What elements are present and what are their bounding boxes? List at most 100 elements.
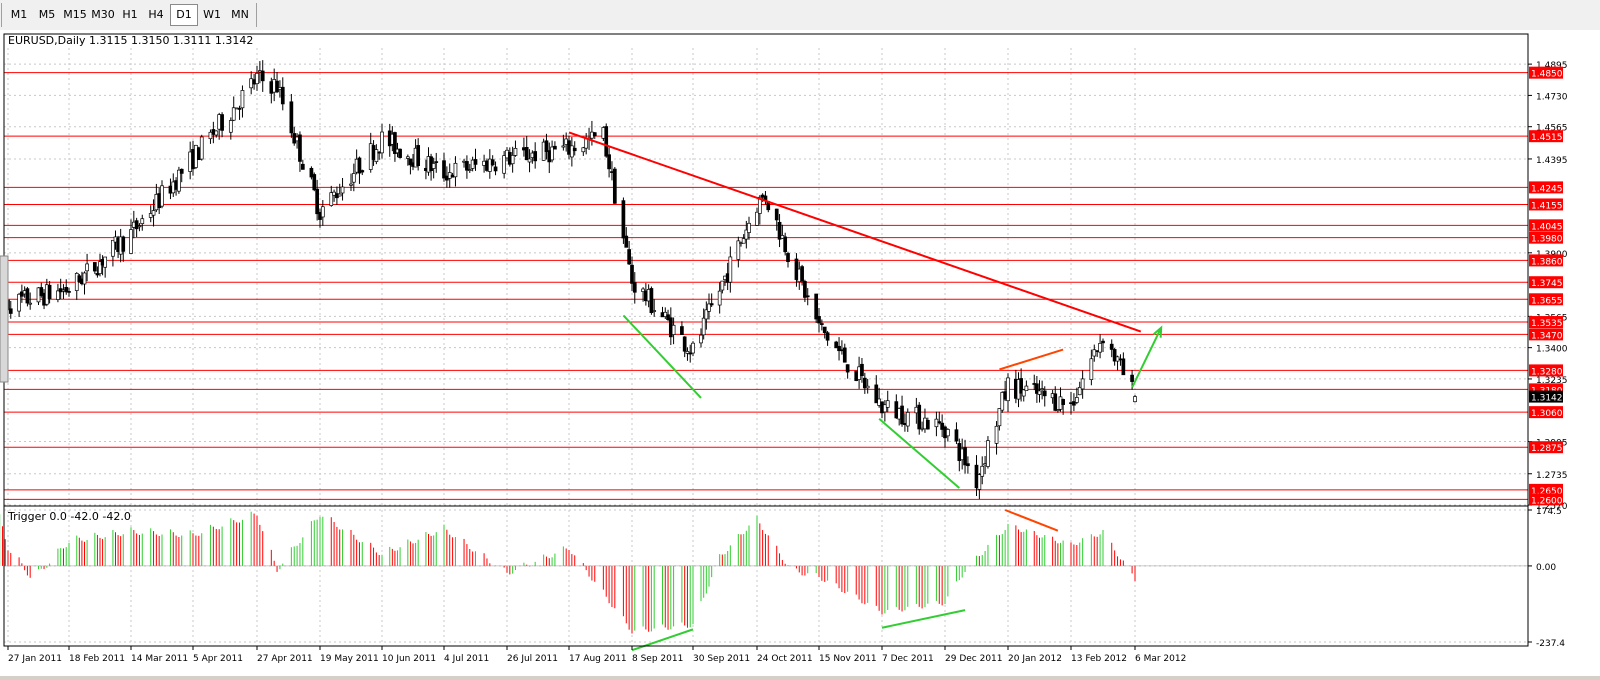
candle-body — [351, 173, 356, 183]
candle-body — [1000, 392, 1005, 411]
price-tick-label: 1.4395 — [1536, 156, 1568, 166]
candle-body — [621, 200, 626, 239]
indicator-tick-label: 174.5 — [1536, 507, 1562, 517]
candle-body — [312, 174, 317, 191]
candle-body — [783, 236, 788, 253]
candle-body — [103, 256, 108, 268]
date-tick-label: 8 Sep 2011 — [632, 654, 683, 664]
candle-body — [883, 404, 887, 413]
candle-body — [357, 157, 362, 174]
chart-shift-handle[interactable] — [0, 255, 9, 383]
timeframe-button-h1[interactable]: H1 — [122, 8, 138, 21]
candle-body — [728, 256, 733, 283]
forecast-arrow[interactable] — [1131, 327, 1163, 388]
indicator-support-line[interactable] — [631, 628, 694, 652]
candle-body — [17, 293, 21, 312]
candle-body — [92, 262, 97, 272]
candle-body — [803, 281, 807, 298]
indicator-support-line[interactable] — [881, 609, 966, 629]
indicator-header: Trigger 0.0 -42.0 -42.0 — [7, 510, 131, 523]
date-tick-label: 10 Jun 2011 — [382, 654, 436, 664]
level-price-label: 1.2600 — [1531, 496, 1563, 506]
candle-body — [691, 342, 695, 354]
price-tick-label: 1.2570 — [1536, 502, 1568, 512]
timeframe-button-h4[interactable]: H4 — [148, 8, 164, 21]
timeframe-button-m15[interactable]: M15 — [63, 8, 87, 21]
candle-body — [510, 155, 515, 165]
trend-line[interactable] — [568, 131, 1142, 333]
candle-body — [298, 134, 302, 162]
candle-body — [885, 400, 890, 408]
indicator-resistance-line[interactable] — [1004, 509, 1059, 532]
timeframe-button-d1[interactable]: D1 — [170, 4, 198, 26]
timeframe-button-m30[interactable]: M30 — [91, 8, 115, 21]
date-tick-label: 20 Jan 2012 — [1008, 654, 1062, 664]
candle-body — [786, 253, 790, 263]
level-price-label: 1.4850 — [1531, 70, 1563, 80]
price-tick-label: 1.2735 — [1536, 471, 1568, 481]
candle-body — [825, 332, 830, 341]
level-price-label: 1.4155 — [1531, 201, 1563, 211]
timeframe-button-mn[interactable]: MN — [231, 8, 249, 21]
level-price-tag — [1529, 293, 1563, 306]
candle-body — [208, 131, 213, 140]
candle-body — [260, 70, 265, 82]
candle-body — [177, 169, 181, 192]
candle-body — [137, 225, 142, 228]
candle-body — [1098, 343, 1102, 353]
date-tick-label: 6 Mar 2012 — [1135, 654, 1186, 664]
candle-body — [822, 326, 827, 334]
candle-body — [986, 440, 990, 467]
candle-body — [524, 147, 529, 161]
candle-body — [380, 131, 384, 154]
candle-body — [220, 114, 224, 131]
candle-body — [64, 287, 69, 293]
date-tick-label: 27 Jan 2011 — [8, 654, 62, 664]
support-line[interactable] — [878, 418, 960, 489]
chart-background — [0, 30, 1600, 676]
candle-body — [1133, 396, 1137, 403]
candle-body — [834, 341, 839, 349]
date-tick-label: 29 Dec 2011 — [945, 654, 1003, 664]
timeframe-button-m1[interactable]: M1 — [10, 8, 28, 21]
date-tick-label: 7 Dec 2011 — [882, 654, 934, 664]
candle-body — [701, 317, 706, 336]
candle-body — [1035, 383, 1039, 394]
level-price-tag — [1529, 441, 1563, 454]
candle-body — [67, 291, 71, 293]
resistance-line[interactable] — [999, 348, 1064, 371]
level-price-label: 1.3060 — [1531, 409, 1563, 419]
candle-body — [98, 261, 102, 274]
candle-body — [196, 147, 201, 161]
level-price-label: 1.3535 — [1531, 319, 1563, 329]
candle-body — [300, 163, 305, 170]
timeframe-button-w1[interactable]: W1 — [203, 8, 221, 21]
timeframe-button-m5[interactable]: M5 — [38, 8, 56, 21]
candle-body — [129, 229, 133, 254]
candle-body — [652, 310, 657, 312]
candle-body — [111, 239, 115, 257]
chart-window[interactable]: 1.48951.47301.45651.43951.39001.35651.34… — [0, 30, 1600, 676]
candle-body — [1115, 356, 1120, 362]
candle-body — [997, 408, 1002, 427]
candle-body — [360, 170, 365, 173]
candle-body — [194, 144, 198, 168]
candle-body — [584, 138, 589, 149]
candle-body — [1089, 358, 1094, 380]
chart-canvas[interactable]: 1.48951.47301.45651.43951.39001.35651.34… — [0, 30, 1600, 676]
annotations[interactable] — [568, 131, 1163, 652]
candle-body — [940, 422, 944, 430]
candle-body — [860, 363, 864, 377]
level-lines[interactable] — [4, 72, 1528, 500]
candle-body — [1077, 387, 1082, 396]
candle-body — [865, 385, 870, 389]
candle-body — [473, 159, 478, 165]
price-tick-label: 1.3400 — [1536, 345, 1568, 355]
candle-body — [329, 192, 334, 206]
candle-body — [682, 336, 687, 352]
candle-body — [434, 161, 439, 163]
support-line[interactable] — [622, 314, 702, 399]
candle-body — [874, 384, 879, 404]
candle-body — [744, 229, 749, 240]
